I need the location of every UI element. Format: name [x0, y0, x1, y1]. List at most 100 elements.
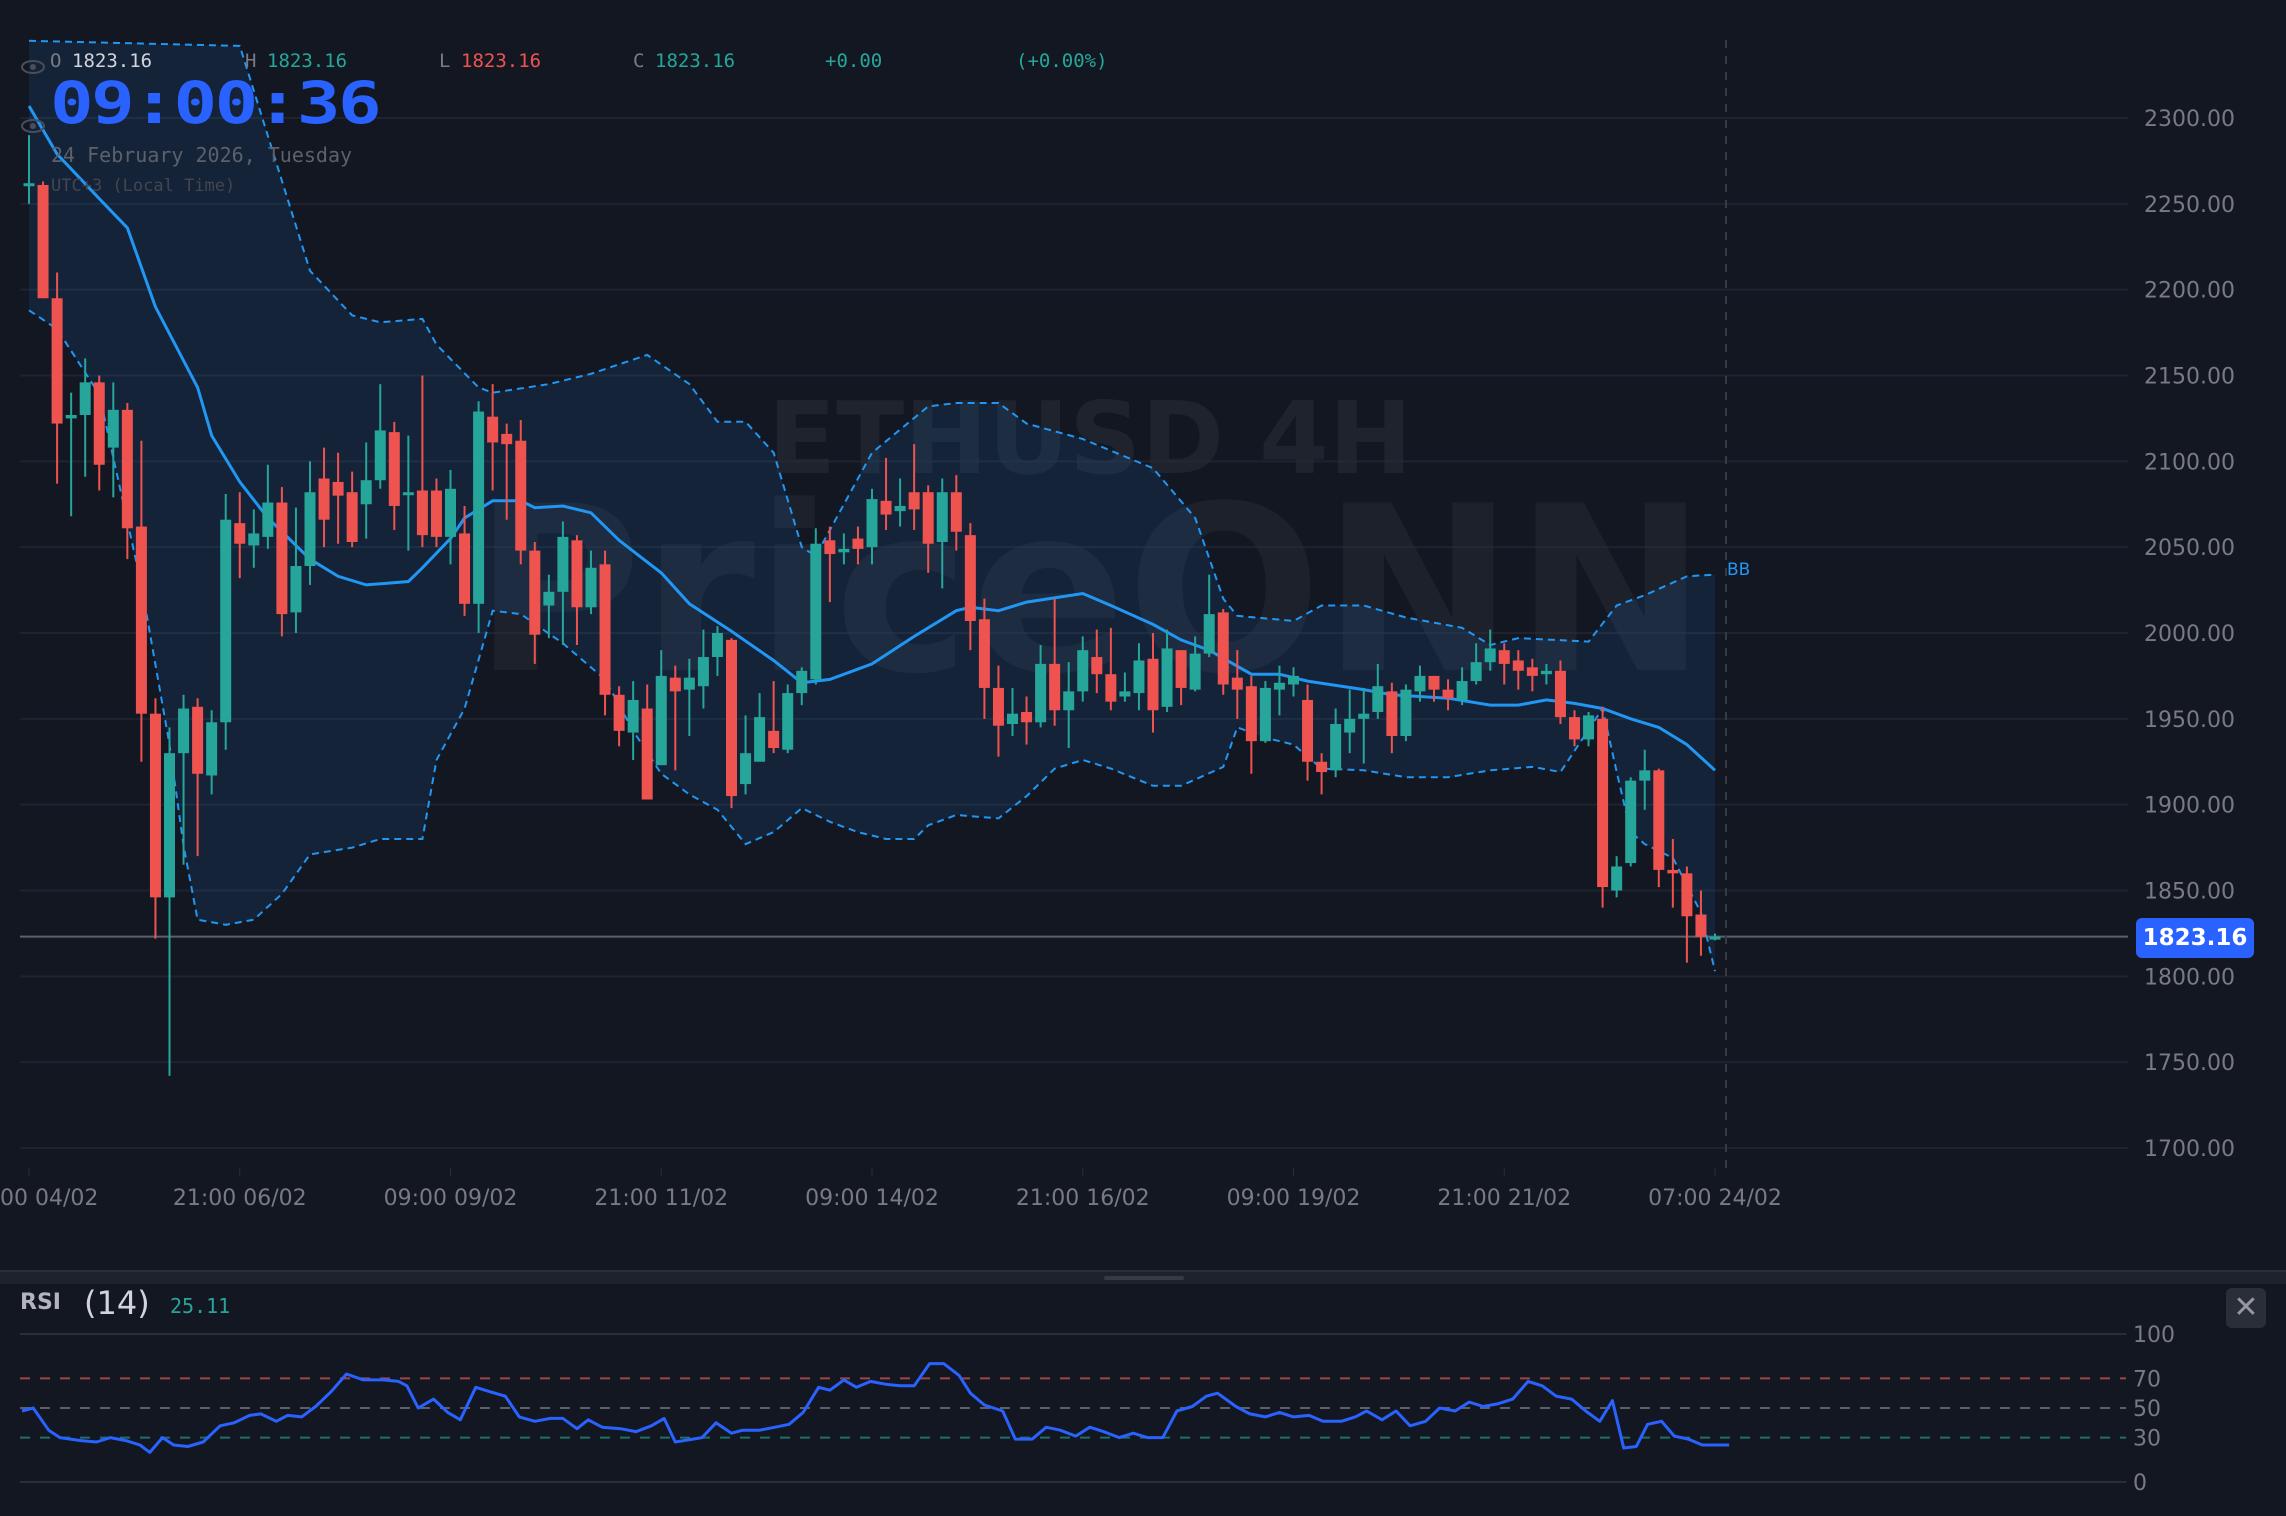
- price-axis-label: 1750.00: [2144, 1051, 2235, 1076]
- candle: [206, 710, 218, 795]
- eye-icon[interactable]: [20, 118, 46, 134]
- price-axis-label: 1700.00: [2144, 1137, 2235, 1162]
- candle: [1540, 663, 1552, 685]
- candle: [711, 626, 723, 676]
- candle: [1498, 643, 1510, 685]
- candle: [192, 698, 204, 857]
- candle: [178, 694, 190, 865]
- candle: [866, 488, 878, 565]
- change-value: +0.00: [825, 50, 883, 72]
- candle: [1175, 650, 1187, 706]
- candle: [416, 375, 428, 548]
- candle: [318, 447, 330, 548]
- candle: [824, 526, 836, 603]
- time-axis-label: 00 04/02: [0, 1186, 98, 1211]
- candle: [922, 485, 934, 573]
- close-value: 1823.16: [655, 50, 736, 72]
- rsi-period: (14): [84, 1284, 150, 1322]
- candle: [1442, 679, 1454, 711]
- candle: [23, 135, 35, 204]
- candle: [1681, 866, 1693, 963]
- candle: [93, 375, 105, 491]
- candle: [1273, 665, 1285, 716]
- candle: [768, 681, 780, 754]
- candle: [543, 574, 555, 639]
- candle: [107, 382, 119, 498]
- candle: [529, 542, 541, 664]
- candle: [1414, 665, 1426, 702]
- price-axis-label: 2100.00: [2144, 450, 2235, 475]
- close-rsi-button[interactable]: ✕: [2226, 1288, 2266, 1328]
- pane-resize-handle[interactable]: [0, 1270, 2286, 1284]
- candle: [374, 384, 386, 489]
- price-axis-label: 1900.00: [2144, 794, 2235, 819]
- bb-upper-line: [28, 39, 1716, 647]
- watermark-symbol: ETHUSD 4H: [768, 380, 1413, 497]
- time-axis[interactable]: 00 04/02 21:00 06/02 09:00 09/02 21:00 11/0…: [0, 1168, 1782, 1211]
- price-axis-label: 1850.00: [2144, 880, 2235, 905]
- candle: [852, 526, 864, 565]
- candle: [445, 469, 456, 565]
- candle: [1231, 650, 1243, 719]
- candle: [1035, 645, 1047, 728]
- high-label: H: [245, 50, 257, 72]
- price-axis[interactable]: 2300.00 2250.00 2200.00 2150.00 2100.00 2050.…: [2144, 107, 2235, 1162]
- change-percent: (+0.00%): [1016, 50, 1108, 72]
- candle: [1330, 708, 1342, 778]
- candle: [1597, 706, 1609, 908]
- candle: [346, 471, 358, 548]
- time-axis-label: 21:00 06/02: [173, 1186, 307, 1211]
- candle: [459, 505, 471, 616]
- candlesticks: [23, 135, 1721, 1076]
- open-label: O: [50, 50, 62, 72]
- candle: [1470, 643, 1482, 685]
- high-value: 1823.16: [267, 50, 348, 72]
- candle: [135, 440, 147, 762]
- time-axis-label: 09:00 09/02: [384, 1186, 518, 1211]
- candle: [1456, 667, 1468, 706]
- candle: [121, 402, 133, 560]
- candle: [473, 401, 485, 633]
- price-axis-label: 2050.00: [2144, 536, 2235, 561]
- last-price-tag: 1823.16: [2136, 918, 2254, 958]
- candle: [388, 421, 400, 530]
- open-value: 1823.16: [72, 50, 153, 72]
- candle: [1217, 608, 1229, 695]
- rsi-axis-label: 30: [2133, 1427, 2161, 1452]
- candle: [304, 461, 316, 585]
- candle: [950, 475, 962, 551]
- time-axis-label: 09:00 19/02: [1227, 1186, 1361, 1211]
- candle: [149, 698, 161, 939]
- candle: [262, 464, 274, 549]
- rsi-axis-label: 50: [2133, 1397, 2161, 1422]
- candle: [880, 457, 892, 530]
- candle: [1428, 675, 1440, 702]
- drag-handle-icon[interactable]: [1104, 1276, 1184, 1280]
- candle: [234, 492, 246, 579]
- bb-label: BB: [1727, 560, 1750, 580]
- candle: [1667, 839, 1679, 908]
- candle: [1316, 753, 1328, 795]
- candle: [641, 684, 653, 800]
- candle: [697, 629, 709, 709]
- candle: [1105, 627, 1117, 711]
- candle: [1203, 574, 1215, 658]
- candle: [1569, 710, 1580, 747]
- candle: [248, 509, 260, 568]
- candle: [1021, 696, 1033, 745]
- candle: [501, 423, 513, 520]
- candle: [754, 693, 766, 762]
- candle: [1625, 777, 1637, 867]
- candle: [1695, 890, 1707, 956]
- timezone-display: UTC+3 (Local Time): [51, 176, 236, 196]
- candle: [726, 638, 737, 809]
- candle: [1119, 672, 1131, 702]
- date-display: 24 February 2026, Tuesday: [51, 143, 353, 167]
- candle: [220, 493, 232, 750]
- candle: [599, 550, 611, 716]
- candle: [838, 533, 850, 565]
- price-axis-label: 1950.00: [2144, 708, 2235, 733]
- candle: [655, 650, 667, 766]
- eye-icon[interactable]: [20, 59, 46, 75]
